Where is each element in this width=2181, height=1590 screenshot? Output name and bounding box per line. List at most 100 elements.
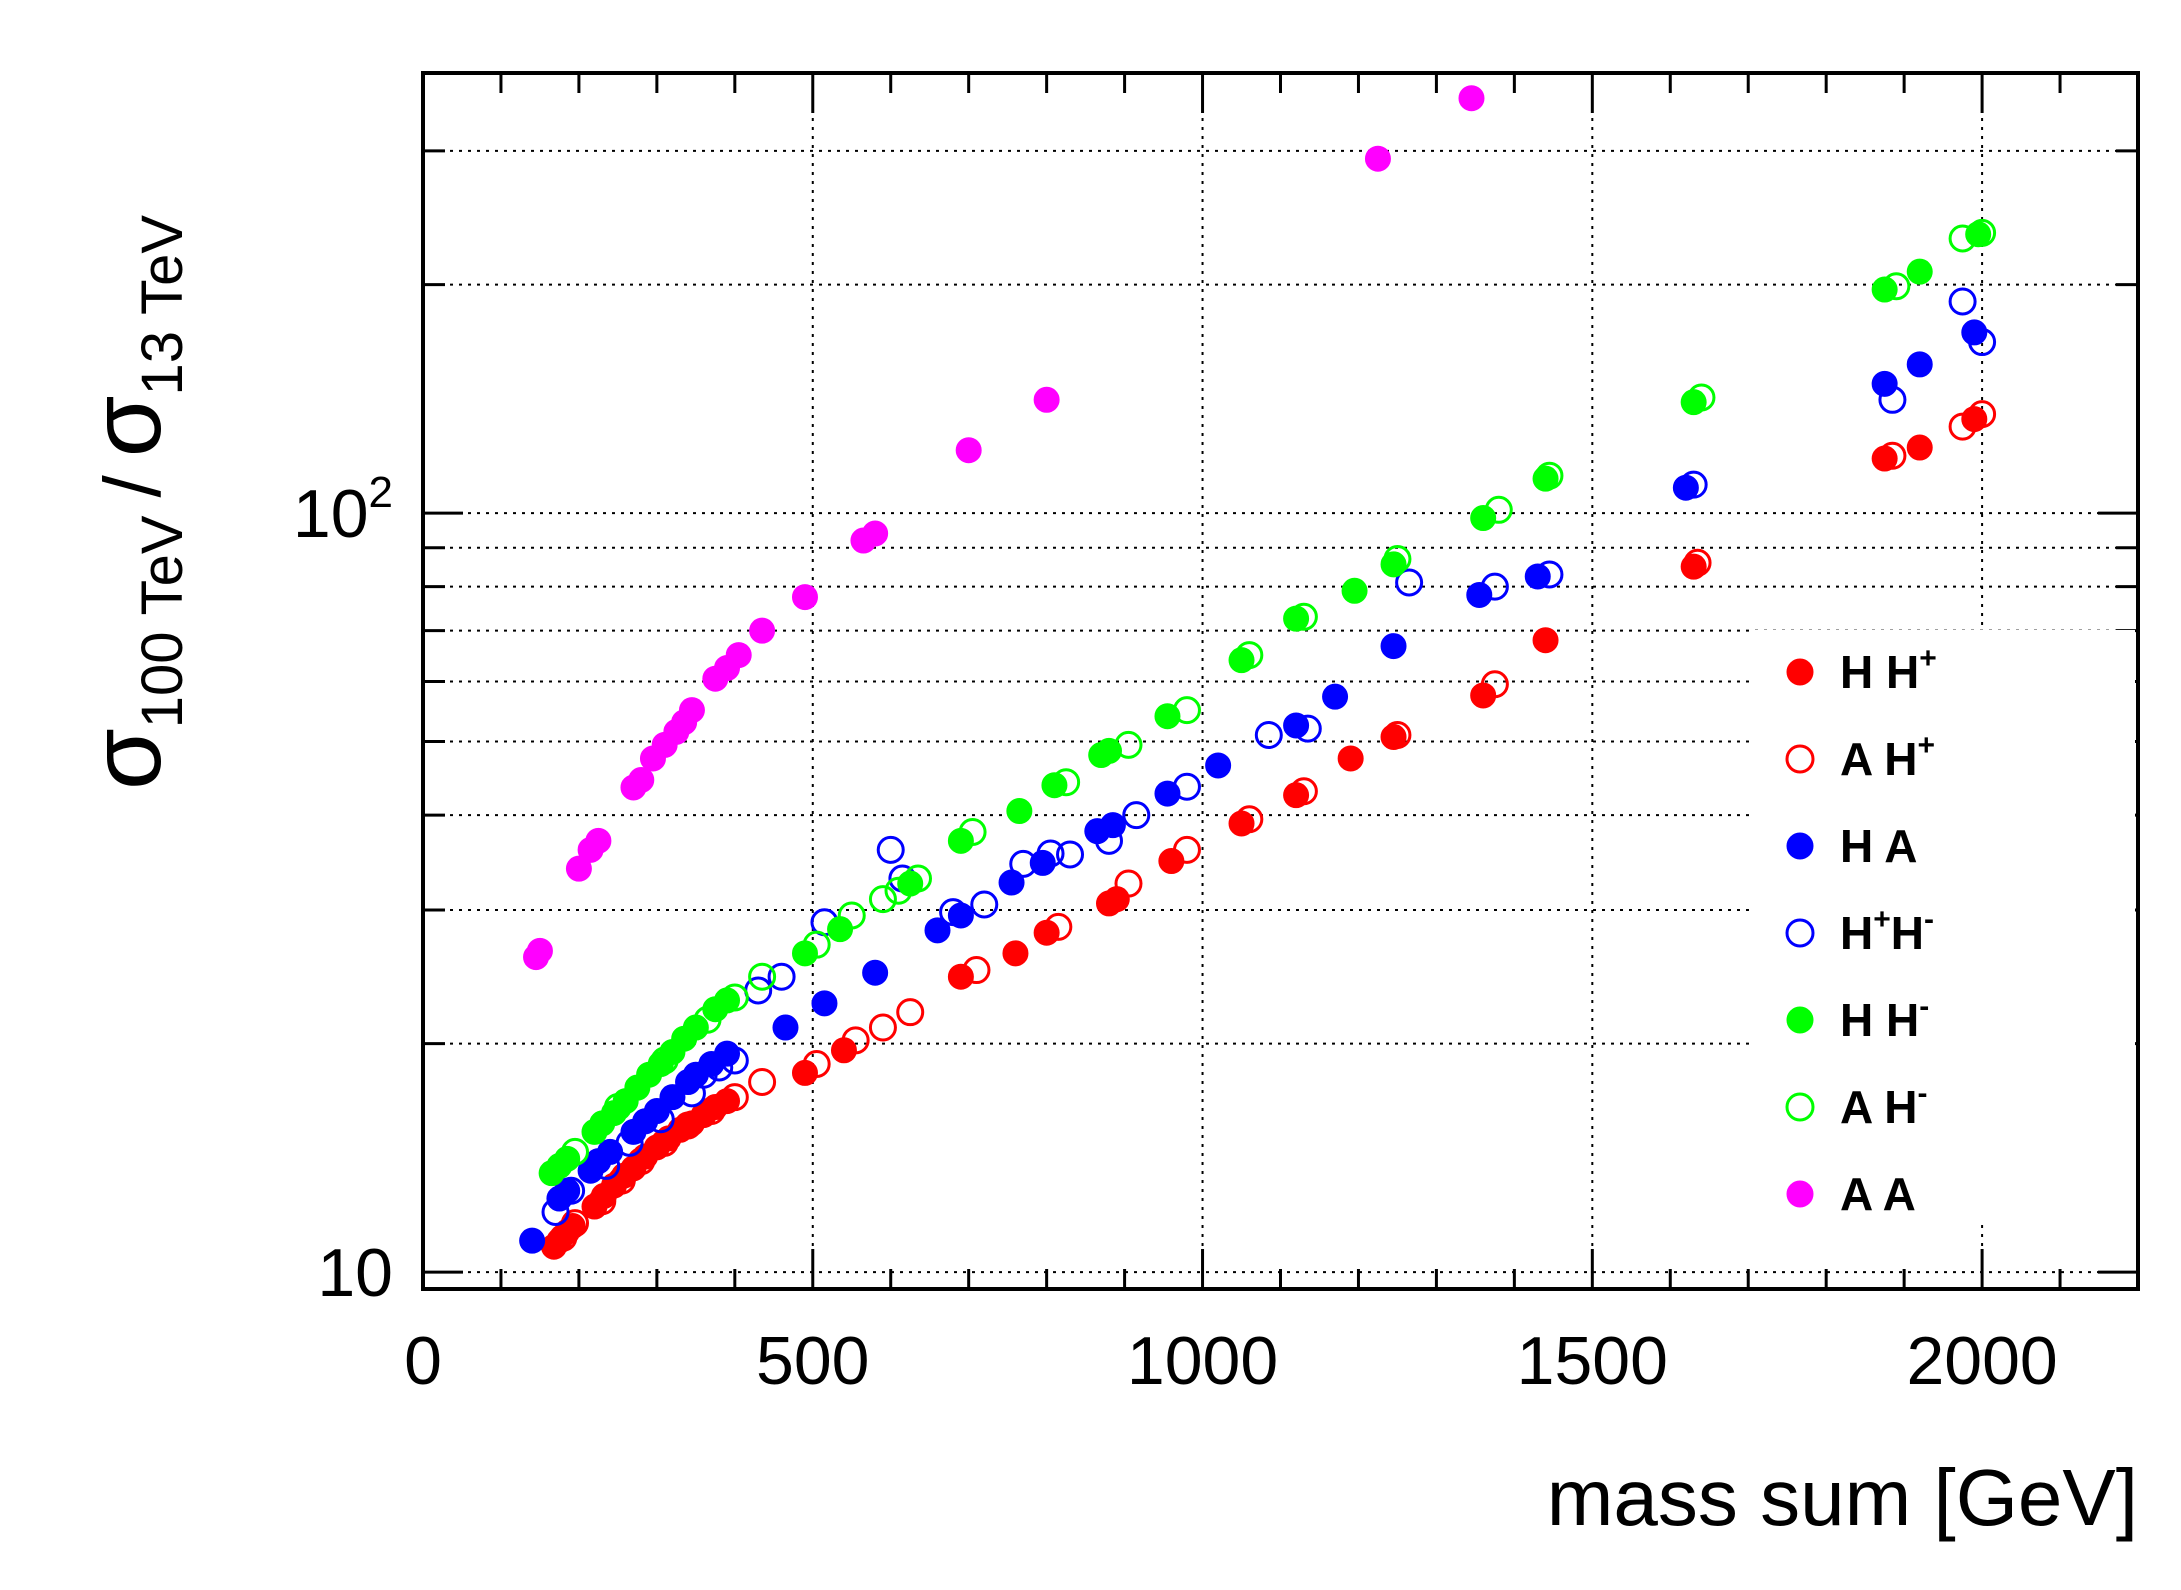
data-point	[541, 1197, 570, 1226]
data-point	[1535, 461, 1564, 490]
legend-text: H	[1840, 907, 1873, 959]
data-point	[1205, 752, 1232, 779]
data-point	[607, 1166, 636, 1195]
x-axis-title: mass sum [GeV]	[1547, 1453, 2138, 1542]
data-point	[1680, 553, 1707, 580]
data-point	[767, 962, 796, 991]
data-point	[904, 864, 933, 893]
legend-sup: +	[1918, 729, 1936, 762]
data-point	[862, 520, 889, 547]
legend-sup: -	[1919, 990, 1929, 1023]
data-point	[720, 1046, 749, 1075]
data-point	[554, 1145, 581, 1172]
data-point	[1383, 721, 1412, 750]
legend-marker	[1785, 1092, 1815, 1122]
grid-layer	[423, 73, 2138, 1289]
data-point	[1480, 572, 1509, 601]
data-point	[725, 642, 752, 669]
legend-sup: -	[1924, 903, 1934, 936]
legend-text: H	[1891, 907, 1924, 959]
legend-marker	[1786, 1006, 1814, 1034]
legend-sup: -	[1918, 1077, 1928, 1110]
data-point	[1095, 826, 1123, 855]
data-point	[1036, 839, 1065, 868]
data-point	[1687, 383, 1716, 412]
x-tick-label: 500	[756, 1323, 869, 1399]
data-point	[615, 1128, 644, 1157]
series-4	[538, 221, 1992, 1187]
data-point	[650, 1046, 679, 1075]
data-point	[1009, 849, 1038, 878]
data-point	[1056, 840, 1085, 869]
data-point	[1968, 400, 1997, 429]
data-point	[1395, 568, 1424, 597]
legend-label: H+H-	[1840, 903, 1934, 959]
y-axis-sigma-denominator: σ	[70, 396, 182, 458]
data-point	[1878, 385, 1907, 414]
data-point	[1906, 434, 1933, 461]
legend-text: A H	[1840, 733, 1918, 785]
data-point	[628, 766, 655, 793]
y-tick-label: 102	[293, 468, 393, 552]
data-point	[1235, 805, 1264, 834]
data-point	[1293, 714, 1322, 743]
data-point	[802, 1049, 831, 1078]
data-point	[924, 917, 951, 944]
data-point	[1289, 777, 1318, 806]
data-point	[561, 1137, 590, 1166]
data-point	[1114, 730, 1143, 759]
data-point	[958, 818, 987, 847]
x-tick-label: 1000	[1127, 1323, 1278, 1399]
data-point	[1172, 696, 1201, 725]
data-point	[1383, 544, 1412, 573]
data-point	[693, 1005, 722, 1034]
data-point	[1466, 581, 1493, 608]
data-point	[862, 959, 889, 986]
data-point	[1322, 683, 1349, 710]
data-point	[689, 1060, 718, 1089]
legend-text: H A	[1840, 820, 1918, 872]
data-point	[1906, 351, 1933, 378]
data-point	[720, 1083, 749, 1112]
data-point	[1458, 85, 1485, 112]
data-point	[705, 1053, 734, 1082]
legend-label: H H+	[1840, 642, 1937, 698]
data-point	[772, 1014, 799, 1041]
y-tick-exponent: 2	[369, 468, 393, 517]
data-point	[841, 1026, 870, 1055]
y-axis-title: σ100 TeV/σ13 TeV	[70, 215, 195, 790]
legend-marker	[1786, 658, 1814, 686]
data-point	[519, 1227, 546, 1254]
data-point	[1002, 940, 1029, 967]
data-point	[1380, 633, 1407, 660]
data-point	[1535, 560, 1564, 589]
data-point	[1480, 670, 1509, 699]
data-point	[1470, 505, 1497, 532]
data-point	[896, 998, 925, 1027]
legend-text: A H	[1840, 1081, 1918, 1133]
legend-label: A A	[1840, 1168, 1916, 1220]
data-point	[939, 898, 968, 927]
legend-sup: +	[1873, 903, 1891, 936]
y-axis-sigma-numerator: σ	[70, 728, 182, 790]
data-point	[1882, 272, 1911, 301]
data-point	[585, 827, 612, 854]
data-point	[1871, 370, 1898, 397]
data-point	[646, 1105, 675, 1134]
data-point	[1006, 798, 1033, 825]
data-point	[1364, 145, 1391, 172]
legend-text: H H	[1840, 994, 1919, 1046]
data-point	[557, 1176, 586, 1205]
data-point	[1484, 495, 1513, 524]
data-point	[1337, 745, 1364, 772]
data-point	[697, 1097, 726, 1126]
data-point	[868, 1013, 897, 1042]
data-point	[868, 885, 897, 914]
data-point	[1235, 641, 1264, 670]
data-point	[1968, 218, 1997, 247]
legend-label: H H-	[1840, 990, 1929, 1046]
data-point	[592, 1151, 621, 1180]
legend-sup: +	[1919, 642, 1937, 675]
